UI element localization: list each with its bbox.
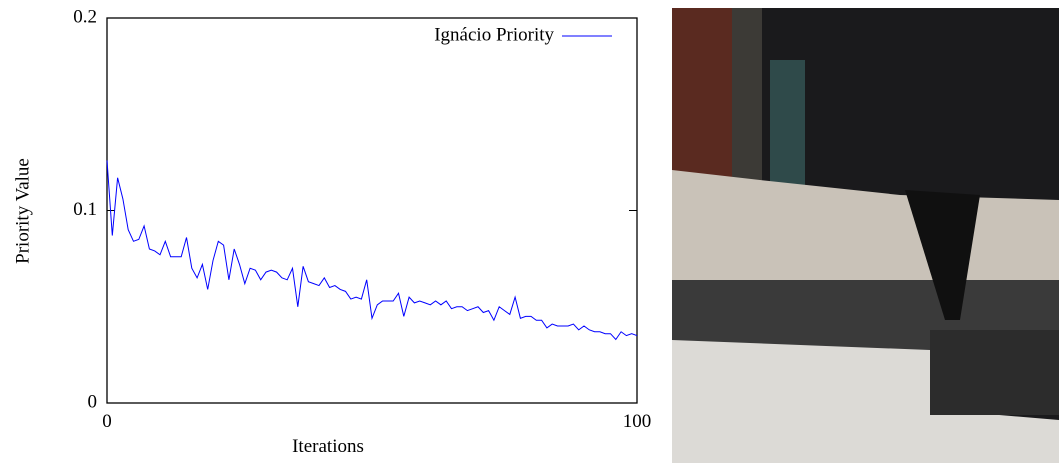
y-tick-label: 0.1 (73, 199, 97, 220)
x-tick-label: 100 (623, 411, 652, 432)
plot-frame (107, 18, 637, 403)
legend-label: Ignácio Priority (434, 24, 554, 45)
y-tick-label: 0.2 (73, 6, 97, 27)
x-tick-label: 0 (102, 411, 112, 432)
y-tick-label: 0 (88, 391, 98, 412)
data-line (107, 160, 637, 339)
y-axis-label: Priority Value (12, 158, 33, 264)
x-axis-label: Iterations (292, 436, 364, 457)
page: {"chart_data": {"type": "line", "xlabel"… (0, 0, 1059, 463)
photo (672, 8, 1059, 463)
figure: Iterations Priority Value 0 0.1 0.2 0 100 Ign… (0, 0, 1059, 463)
